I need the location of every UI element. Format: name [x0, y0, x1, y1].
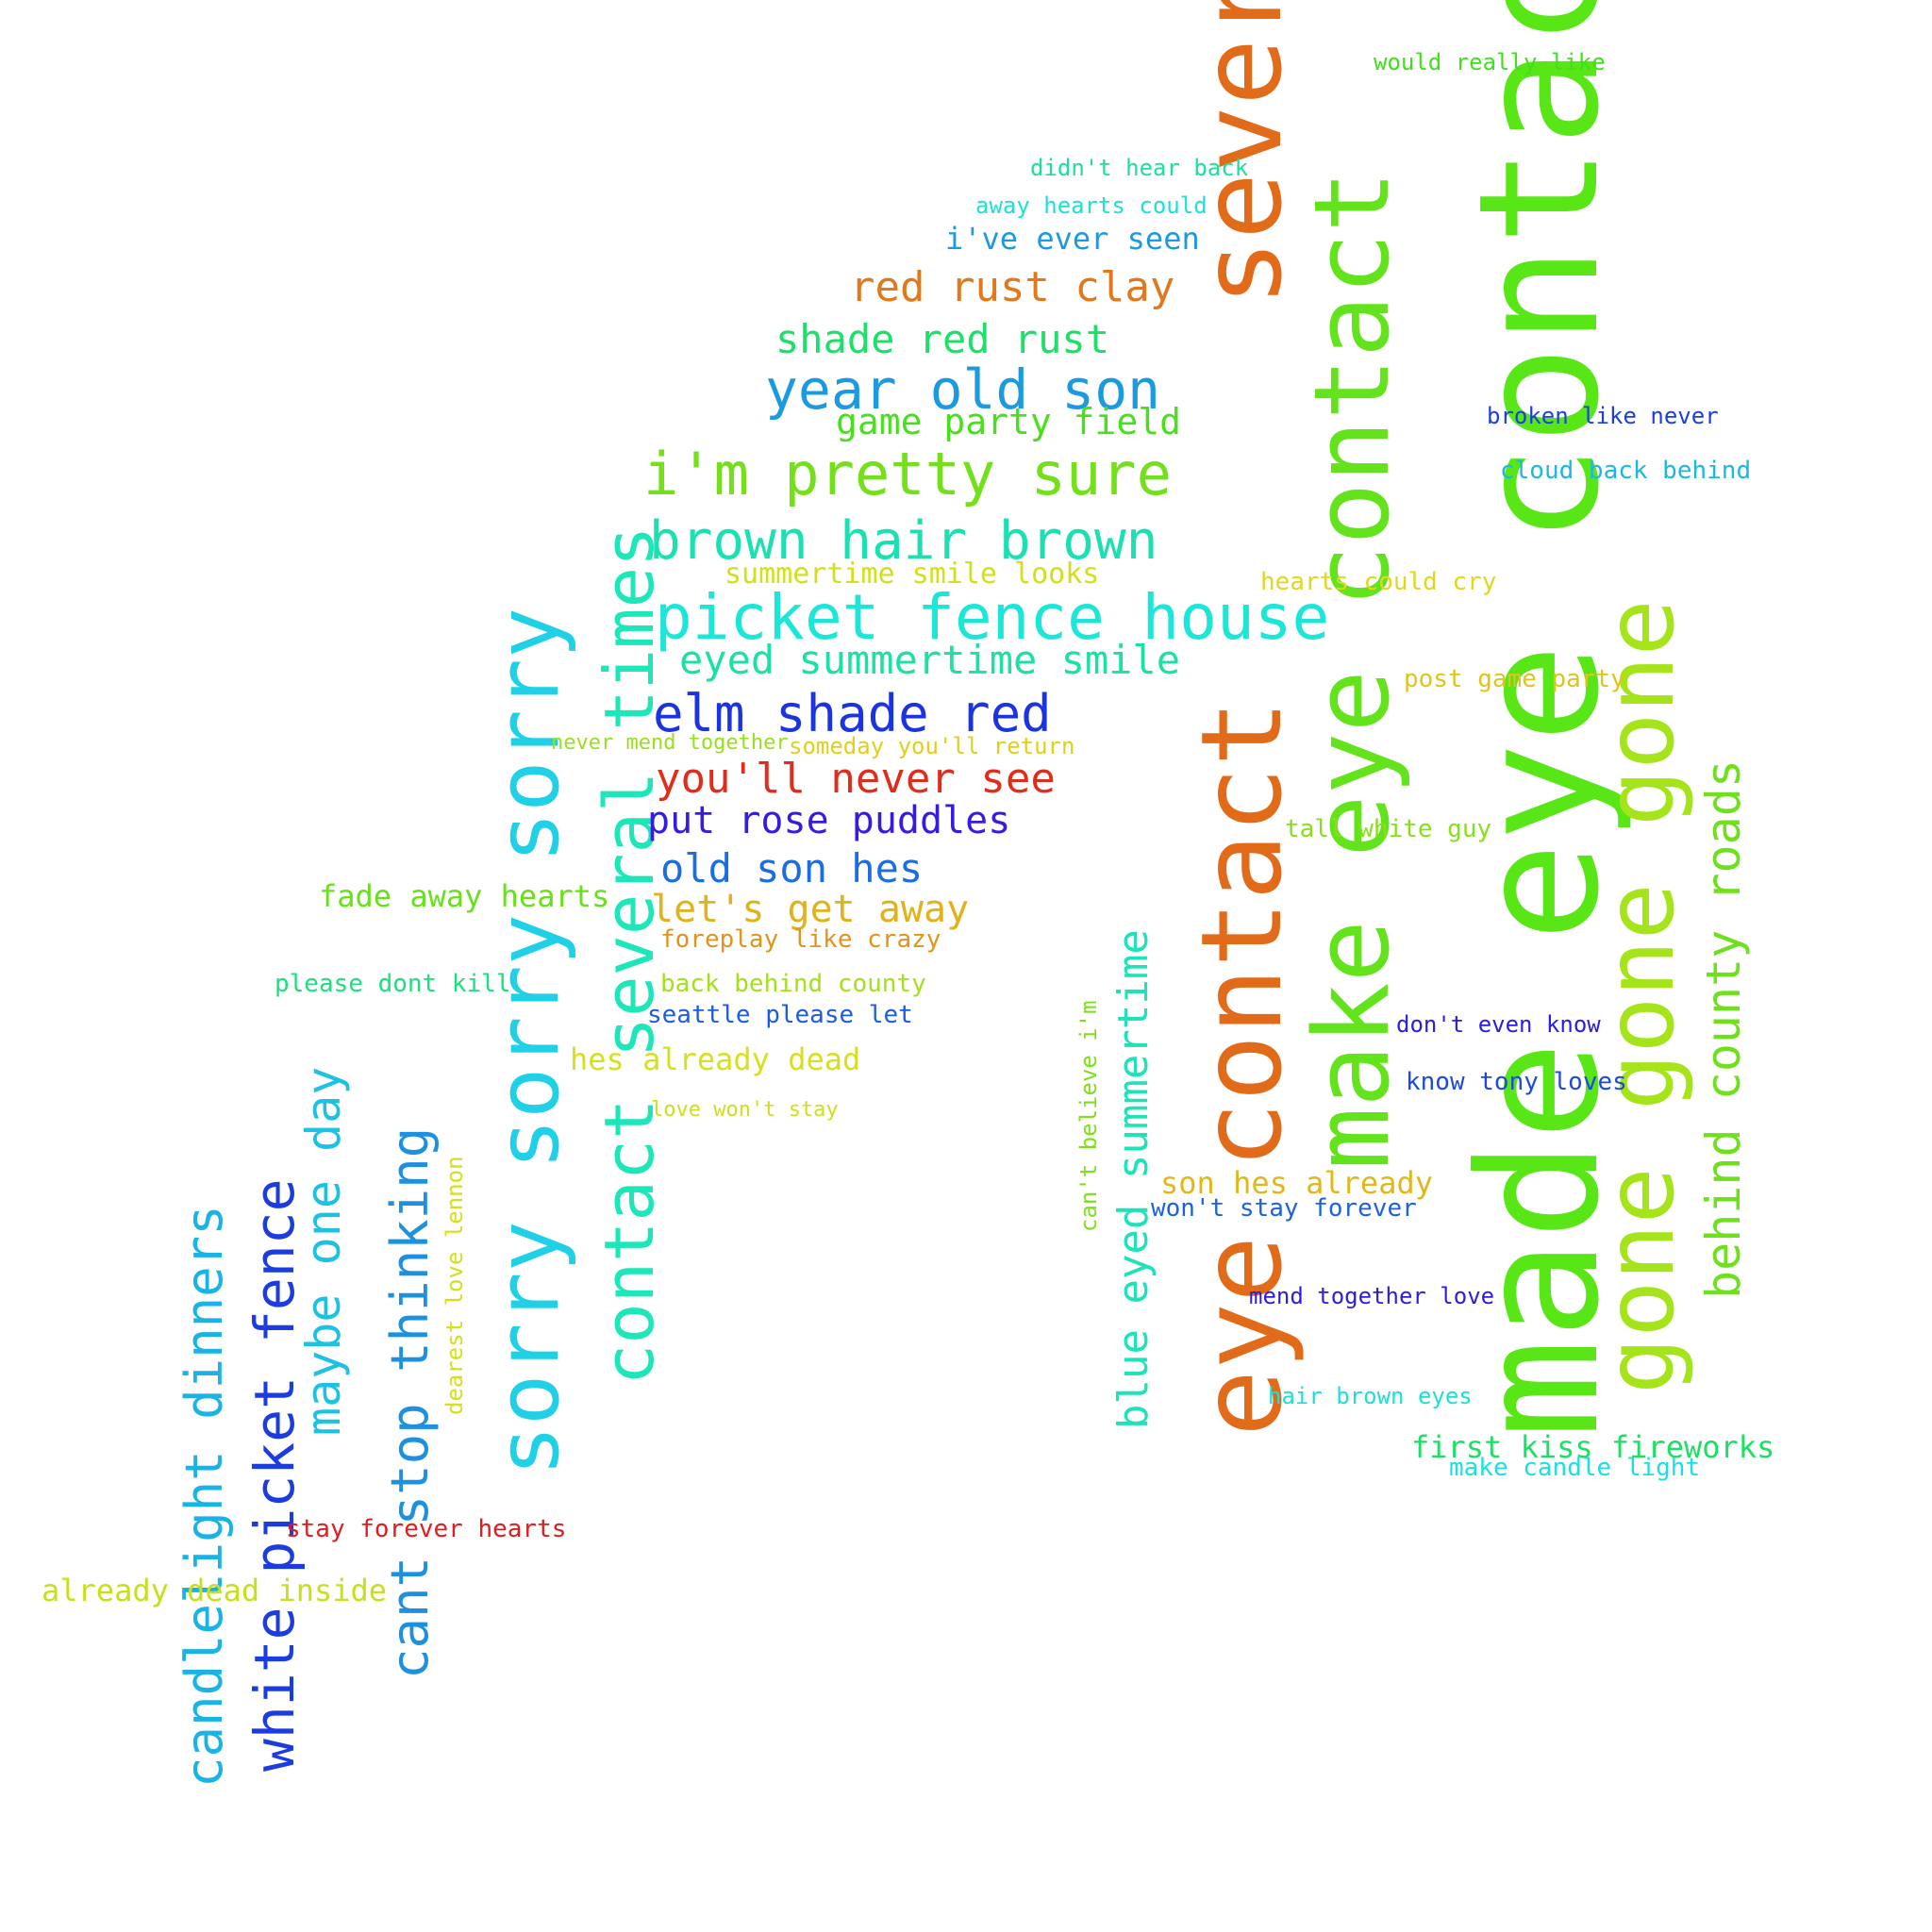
cloud-word: candlelight dinners [175, 1205, 234, 1788]
cloud-word: love won't stay [651, 1098, 839, 1122]
cloud-word: away hearts could [975, 192, 1208, 219]
cloud-word: back behind county [660, 970, 926, 998]
cloud-word: hair brown eyes [1268, 1383, 1473, 1409]
cloud-word: someday you'll return [789, 733, 1075, 759]
cloud-word: didn't hear back [1030, 155, 1249, 181]
cloud-word: never mend together [551, 731, 789, 755]
cloud-word: several [1176, 0, 1307, 307]
cloud-word: you'll never see [656, 755, 1056, 803]
cloud-word: blue eyed summertime [1109, 929, 1158, 1429]
cloud-word: mend together love [1249, 1283, 1495, 1309]
cloud-word: elm shade red [653, 684, 1052, 743]
cloud-word: contact several times [590, 525, 669, 1385]
cloud-word: dearest love lennon [441, 1156, 468, 1415]
cloud-word: game party field [836, 401, 1182, 442]
cloud-word: make candle light [1449, 1454, 1701, 1482]
cloud-word: stay forever hearts [286, 1515, 567, 1543]
cloud-word: white picket fence [242, 1178, 307, 1772]
cloud-word: eye contact [1176, 699, 1307, 1437]
cloud-word: hes already dead [570, 1041, 861, 1077]
cloud-word: i've ever seen [945, 221, 1200, 257]
cloud-word: brown hair brown [649, 510, 1158, 572]
cloud-word: post game party [1404, 665, 1625, 693]
cloud-word: red rust clay [850, 263, 1175, 311]
cloud-word: maybe one day [296, 1066, 351, 1436]
cloud-word: fade away hearts [319, 878, 610, 914]
cloud-word: won't stay forever [1151, 1194, 1417, 1223]
cloud-word: eyed summertime smile [679, 637, 1181, 683]
cloud-word: gone gone gone [1585, 599, 1695, 1394]
cloud-word: foreplay like crazy [660, 925, 941, 954]
cloud-word: shade red rust [775, 316, 1110, 362]
cloud-word: old son hes [660, 845, 924, 891]
cloud-word: picket fence house [655, 581, 1330, 654]
cloud-word: let's get away [651, 888, 970, 931]
cloud-word: cant stop thinking [380, 1126, 440, 1679]
cloud-word: i'm pretty sure [643, 440, 1172, 508]
cloud-word: seattle please let [647, 1001, 913, 1029]
cloud-word: please dont kill [275, 970, 511, 998]
cloud-word: make eye contact [1291, 170, 1412, 1170]
cloud-word: put rose puddles [647, 799, 1011, 842]
cloud-word: already dead inside [42, 1573, 388, 1608]
cloud-word: broken like never [1487, 403, 1719, 429]
cloud-word: first kiss fireworks [1411, 1429, 1775, 1465]
cloud-word: behind county roads [1696, 759, 1751, 1299]
cloud-word: would really like [1374, 49, 1606, 75]
cloud-word: know tony loves [1406, 1068, 1627, 1096]
cloud-word: son hes already [1160, 1165, 1433, 1201]
cloud-word: don't even know [1396, 1011, 1601, 1038]
cloud-word: tall white guy [1285, 815, 1492, 843]
cloud-word: can't believe i'm [1075, 1000, 1102, 1232]
cloud-word: summertime smile looks [724, 558, 1100, 591]
cloud-word: cloud back behind [1500, 457, 1752, 485]
cloud-word: hearts could cry [1260, 568, 1497, 596]
cloud-word: year old son [765, 358, 1161, 422]
